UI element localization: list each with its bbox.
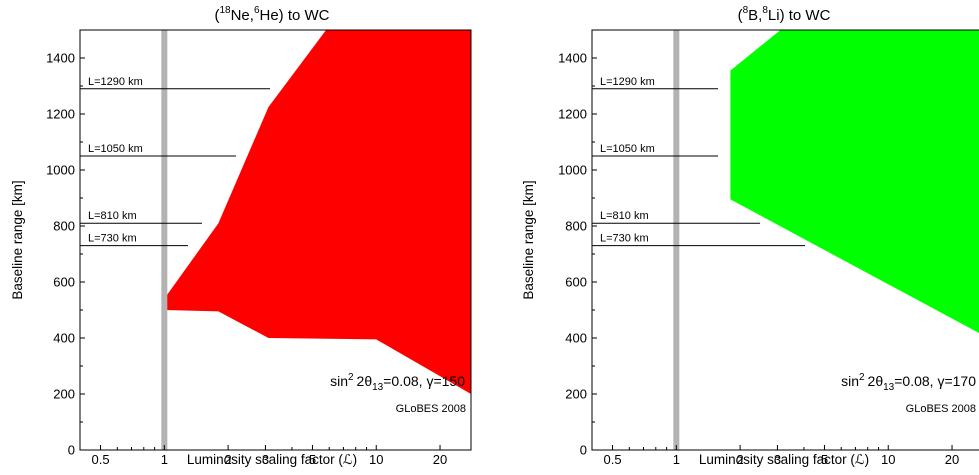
baseline-label: L=1050 km [88, 143, 143, 155]
chart-panel-ne-he: (18Ne,6He) to WC L=1290 km L=1050 km L=810… [10, 5, 472, 467]
x-tick-label: 20 [433, 452, 447, 467]
x-tick-label: 2 [737, 452, 744, 467]
baseline-label: L=810 km [600, 210, 649, 222]
y-tick-label: 200 [53, 387, 75, 402]
baseline-label: L=730 km [88, 233, 137, 245]
baseline-label: L=1050 km [600, 143, 655, 155]
x-tick-label: 1 [161, 452, 168, 467]
x-tick-label: 10 [369, 452, 383, 467]
x-tick-label: 0.5 [91, 452, 109, 467]
y-tick-label: 600 [565, 275, 587, 290]
y-tick-label: 1000 [46, 163, 75, 178]
y-tick-label: 600 [53, 275, 75, 290]
parameter-annotation: sin2 2θ13=0.08, γ=170 [841, 372, 976, 393]
globes-credit: GLoBES 2008 [906, 403, 976, 415]
y-tick-label: 0 [68, 443, 75, 458]
y-tick-label: 400 [565, 331, 587, 346]
x-tick-label: 3 [774, 452, 781, 467]
x-tick-label: 3 [262, 452, 269, 467]
sensitivity-region [164, 30, 471, 394]
y-tick-label: 800 [53, 219, 75, 234]
x-tick-label: 10 [881, 452, 895, 467]
x-tick-label: 5 [309, 452, 316, 467]
y-tick-label: 1400 [46, 51, 75, 66]
x-tick-label: 2 [225, 452, 232, 467]
sensitivity-region [730, 30, 979, 334]
baseline-label: L=730 km [600, 233, 649, 245]
globes-credit: GLoBES 2008 [396, 403, 466, 415]
x-tick-label: 5 [821, 452, 828, 467]
x-tick-label: 1 [673, 452, 680, 467]
y-tick-label: 400 [53, 331, 75, 346]
chart-panel-b-li: (8B,8Li) to WC L=1290 km L=1050 km L=810 k… [521, 5, 979, 467]
x-axis-label: Luminosity scaling factor (ℒ) [187, 452, 357, 467]
y-tick-label: 1400 [558, 51, 587, 66]
baseline-label: L=1290 km [600, 76, 655, 88]
baseline-label: L=1290 km [88, 76, 143, 88]
y-tick-label: 200 [565, 387, 587, 402]
plot-frame [79, 29, 472, 451]
y-tick-label: 1000 [558, 163, 587, 178]
y-axis-label: Baseline range [km] [521, 180, 536, 299]
parameter-annotation: sin2 2θ13=0.08, γ=150 [330, 372, 465, 393]
y-tick-label: 1200 [46, 107, 75, 122]
y-axis-label: Baseline range [km] [10, 180, 25, 299]
plot-frame [591, 29, 979, 451]
chart-title: (18Ne,6He) to WC [214, 5, 329, 24]
y-tick-label: 800 [565, 219, 587, 234]
x-axis-label: Luminosity scaling factor (ℒ) [699, 452, 869, 467]
baseline-label: L=810 km [88, 210, 137, 222]
chart-title: (8B,8Li) to WC [738, 5, 831, 24]
x-tick-label: 0.5 [603, 452, 621, 467]
y-tick-label: 1200 [558, 107, 587, 122]
x-tick-label: 20 [945, 452, 959, 467]
y-tick-label: 0 [580, 443, 587, 458]
